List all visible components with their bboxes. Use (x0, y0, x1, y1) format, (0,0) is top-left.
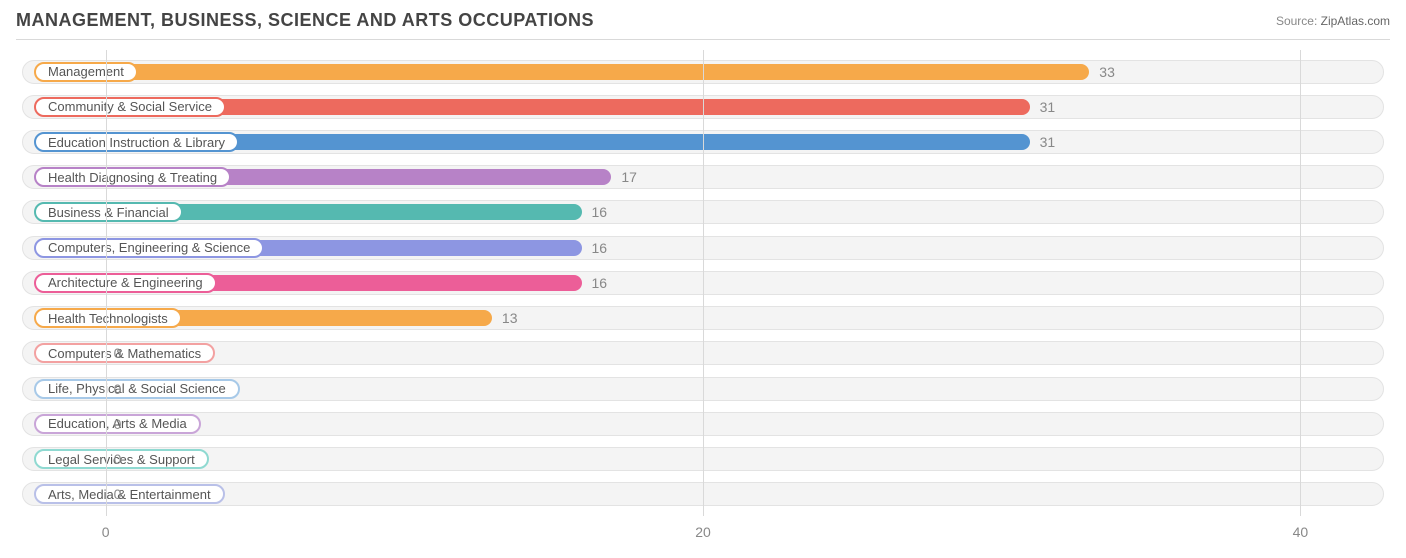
chart-area: Management 33 Community & Social Service 31… (16, 50, 1390, 540)
bar-value-label: 13 (502, 310, 518, 326)
category-pill: Community & Social Service (34, 97, 226, 117)
source-name: ZipAtlas.com (1321, 14, 1390, 28)
bar-value-label: 17 (621, 169, 637, 185)
x-tick-label: 40 (1293, 524, 1309, 540)
plot-region: Management 33 Community & Social Service 31… (16, 50, 1390, 516)
bar-fill (108, 64, 1090, 80)
category-pill: Architecture & Engineering (34, 273, 217, 293)
bar-value-label: 16 (592, 204, 608, 220)
gridline (703, 50, 704, 516)
bar-value-label: 0 (114, 416, 122, 432)
gridline (106, 50, 107, 516)
category-pill: Life, Physical & Social Science (34, 379, 240, 399)
category-pill: Arts, Media & Entertainment (34, 484, 225, 504)
bar-value-label: 16 (592, 240, 608, 256)
bar-value-label: 16 (592, 275, 608, 291)
chart-header: MANAGEMENT, BUSINESS, SCIENCE AND ARTS O… (16, 10, 1390, 40)
gridline (1300, 50, 1301, 516)
bar-value-label: 33 (1099, 64, 1115, 80)
category-pill: Business & Financial (34, 202, 183, 222)
category-pill: Management (34, 62, 138, 82)
bar-value-label: 0 (114, 486, 122, 502)
bar-value-label: 31 (1040, 99, 1056, 115)
category-pill: Health Technologists (34, 308, 182, 328)
chart-container: MANAGEMENT, BUSINESS, SCIENCE AND ARTS O… (0, 0, 1406, 558)
x-tick-label: 20 (695, 524, 711, 540)
source-label: Source: (1276, 14, 1317, 28)
bar-value-label: 0 (114, 451, 122, 467)
bar-value-label: 0 (114, 345, 122, 361)
category-pill: Computers, Engineering & Science (34, 238, 264, 258)
chart-source: Source: ZipAtlas.com (1276, 14, 1390, 28)
bar-fill (108, 99, 1030, 115)
category-pill: Health Diagnosing & Treating (34, 167, 231, 187)
bar-value-label: 0 (114, 381, 122, 397)
x-tick-label: 0 (102, 524, 110, 540)
bar-fill (108, 134, 1030, 150)
bar-value-label: 31 (1040, 134, 1056, 150)
category-pill: Computers & Mathematics (34, 343, 215, 363)
category-pill: Education Instruction & Library (34, 132, 239, 152)
chart-title: MANAGEMENT, BUSINESS, SCIENCE AND ARTS O… (16, 10, 594, 31)
